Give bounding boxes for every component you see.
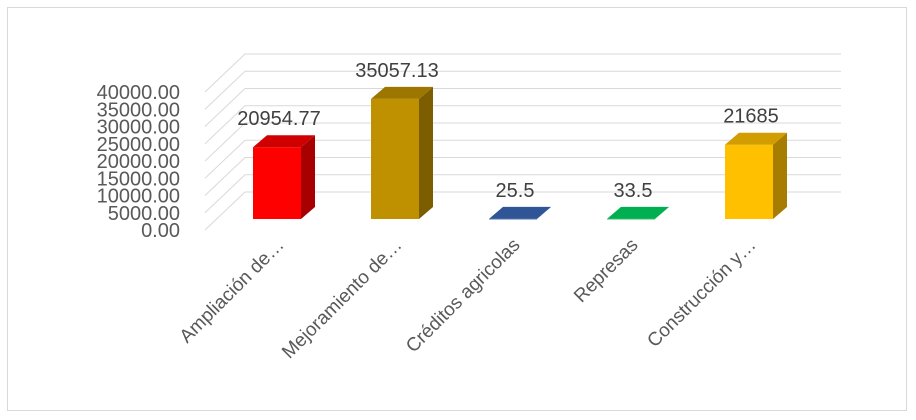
y-tick-label: 35000.00: [97, 99, 180, 121]
y-tick-label: 25000.00: [97, 134, 180, 156]
y-tick-label: 20000.00: [97, 151, 180, 173]
y-tick-label: 40000.00: [97, 82, 180, 104]
x-category-label: Construcción y…: [643, 235, 760, 352]
y-tick-label: 15000.00: [97, 168, 180, 190]
y-tick-label: 0.00: [141, 220, 180, 242]
data-labels: 20954.77 35057.13 25.5 33.5 21685: [237, 60, 779, 202]
data-label: 20954.77: [237, 108, 320, 130]
x-category-label: Mejoramiento de…: [278, 235, 406, 363]
bars: [253, 86, 787, 220]
bar: [489, 206, 551, 220]
gridline: [204, 157, 841, 196]
x-axis-categories: Ampliación de…Mejoramiento de…Créditos a…: [176, 235, 761, 363]
data-label: 33.5: [614, 180, 653, 202]
y-axis-ticks: 0.005000.0010000.0015000.0020000.0025000…: [97, 82, 180, 242]
gridline: [204, 174, 841, 214]
gridline: [204, 88, 841, 127]
data-label: 25.5: [496, 180, 535, 202]
data-label: 35057.13: [355, 60, 438, 82]
bar: [607, 206, 669, 220]
gridline: [204, 191, 841, 231]
y-tick-label: 5000.00: [108, 203, 180, 225]
gridline: [204, 139, 841, 179]
gridlines: [204, 53, 841, 231]
gridline: [204, 122, 841, 162]
x-category-label: Créditos agricolas: [402, 235, 524, 357]
gridline: [204, 53, 841, 93]
x-category-label: Represas: [570, 235, 642, 307]
y-tick-label: 10000.00: [97, 186, 180, 208]
x-category-label: Ampliación de…: [176, 235, 289, 348]
gridline: [204, 70, 841, 110]
bar: [253, 135, 315, 219]
y-tick-label: 30000.00: [97, 117, 180, 139]
data-label: 21685: [723, 106, 779, 128]
bar: [371, 86, 433, 220]
gridline: [204, 105, 841, 145]
bar: [725, 132, 787, 219]
